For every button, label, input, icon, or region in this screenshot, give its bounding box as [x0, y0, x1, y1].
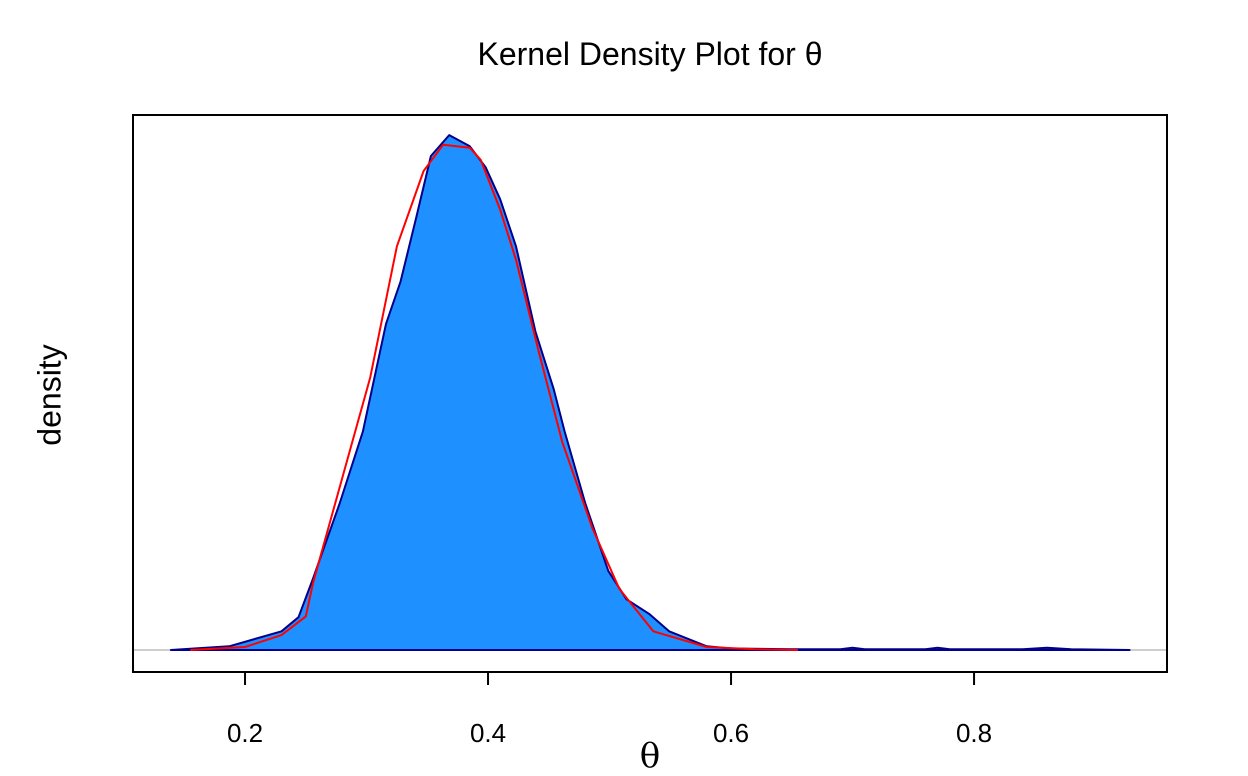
reference-density-line [190, 143, 798, 651]
x-tick-label: 0.2 [227, 718, 263, 748]
plot-frame [132, 114, 1168, 673]
x-tick-label: 0.8 [956, 718, 992, 748]
chart-title: Kernel Density Plot for θ [477, 36, 823, 72]
x-axis-label: θ [639, 736, 661, 776]
x-tick-label: 0.4 [470, 718, 506, 748]
density-area [169, 134, 1131, 651]
x-tick-label: 0.6 [713, 718, 749, 748]
